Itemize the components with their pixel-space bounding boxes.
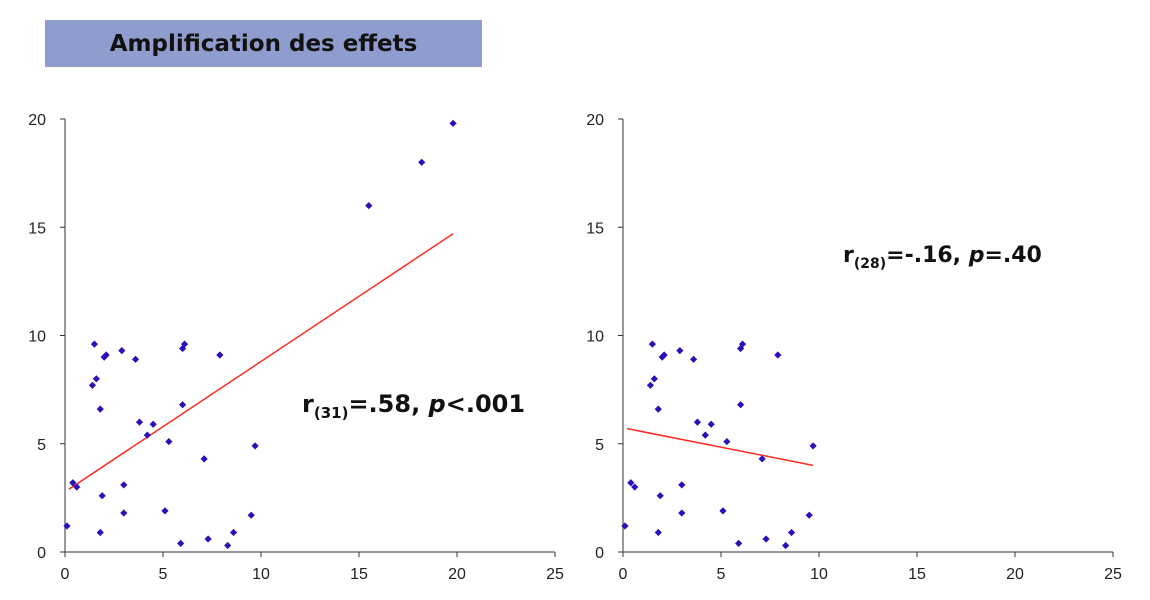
data-point-left (247, 511, 255, 519)
data-point-left (120, 509, 128, 517)
data-point-right (805, 511, 813, 519)
y-tick-label-right: 20 (586, 112, 604, 129)
data-point-right (735, 539, 743, 547)
data-point-right (650, 375, 658, 383)
data-point-left (143, 431, 151, 439)
data-point-right (627, 479, 635, 487)
data-point-left (251, 442, 259, 450)
x-tick-label-right: 0 (619, 566, 628, 583)
data-point-right (689, 355, 698, 363)
x-tick-label-left: 15 (350, 566, 368, 583)
data-point-left (131, 355, 140, 363)
y-tick-label-left: 10 (28, 329, 46, 346)
data-point-left (224, 541, 232, 550)
y-tick-label-left: 20 (28, 112, 46, 129)
trendline-left (68, 233, 454, 490)
data-point-left (92, 375, 100, 383)
y-tick-label-right: 5 (595, 437, 604, 454)
data-point-left (118, 347, 126, 355)
data-point-left (165, 437, 173, 446)
x-tick-label-right: 15 (908, 566, 926, 583)
data-point-right (762, 535, 770, 543)
x-tick-label-left: 20 (448, 566, 466, 583)
data-point-right (707, 420, 715, 428)
x-tick-label-right: 20 (1006, 566, 1024, 583)
data-point-left (120, 481, 128, 489)
data-point-right (719, 507, 727, 515)
data-point-right (658, 353, 666, 361)
data-point-right (656, 492, 664, 500)
data-point-left (180, 340, 189, 348)
data-point-left (69, 479, 77, 487)
data-point-right (758, 455, 766, 463)
data-point-right (787, 528, 796, 537)
data-point-left (216, 351, 224, 359)
data-point-left (96, 528, 104, 537)
data-point-left (149, 420, 157, 428)
data-point-left (179, 401, 187, 409)
data-point-left (418, 158, 426, 166)
data-point-right (737, 401, 745, 409)
data-point-right (660, 351, 668, 359)
y-tick-label-right: 0 (595, 545, 604, 562)
correlation-annotation-right: r(28)=-.16, p=.40 (843, 243, 1042, 272)
data-point-left (365, 202, 373, 210)
data-point-right (678, 509, 686, 517)
data-point-right (678, 481, 686, 489)
x-tick-label-right: 10 (810, 566, 828, 583)
data-point-left (449, 119, 457, 127)
y-tick-label-left: 5 (37, 437, 46, 454)
banner-title: Amplification des effets (109, 30, 418, 57)
data-point-left (135, 418, 144, 426)
data-point-left (200, 455, 208, 463)
data-point-right (738, 340, 747, 348)
data-point-right (701, 431, 709, 439)
data-point-right (782, 541, 790, 550)
x-tick-label-left: 10 (252, 566, 270, 583)
y-tick-label-left: 15 (28, 220, 46, 237)
data-point-right (809, 442, 817, 450)
data-point-right (693, 418, 702, 426)
y-tick-label-right: 10 (586, 329, 604, 346)
data-point-left (100, 353, 108, 361)
data-point-right (648, 340, 656, 348)
data-point-right (774, 351, 782, 359)
data-point-left (90, 340, 98, 348)
x-tick-label-right: 25 (1104, 566, 1122, 583)
data-point-left (161, 507, 169, 515)
correlation-annotation-left: r(31)=.58, p<.001 (302, 390, 525, 422)
data-point-left (229, 528, 238, 537)
data-point-right (654, 405, 662, 413)
y-tick-label-left: 0 (37, 545, 46, 562)
x-tick-label-left: 5 (159, 566, 168, 583)
x-tick-label-right: 5 (717, 566, 726, 583)
data-point-right (737, 344, 745, 353)
trendline-right (626, 427, 814, 467)
data-point-right (631, 483, 639, 491)
data-point-right (646, 381, 655, 389)
data-point-left (63, 522, 71, 530)
data-point-right (654, 528, 662, 537)
data-point-left (177, 539, 185, 547)
data-point-left (88, 381, 97, 389)
x-tick-label-left: 0 (61, 566, 70, 583)
data-point-right (621, 522, 629, 530)
data-point-left (73, 483, 81, 491)
title-banner: Amplification des effets (45, 20, 482, 67)
data-point-left (98, 492, 106, 500)
data-point-left (96, 405, 104, 413)
data-point-right (723, 437, 731, 446)
data-point-left (204, 535, 212, 543)
x-tick-label-left: 25 (546, 566, 564, 583)
data-point-right (676, 347, 684, 355)
y-tick-label-right: 15 (586, 220, 604, 237)
data-point-left (102, 351, 110, 359)
